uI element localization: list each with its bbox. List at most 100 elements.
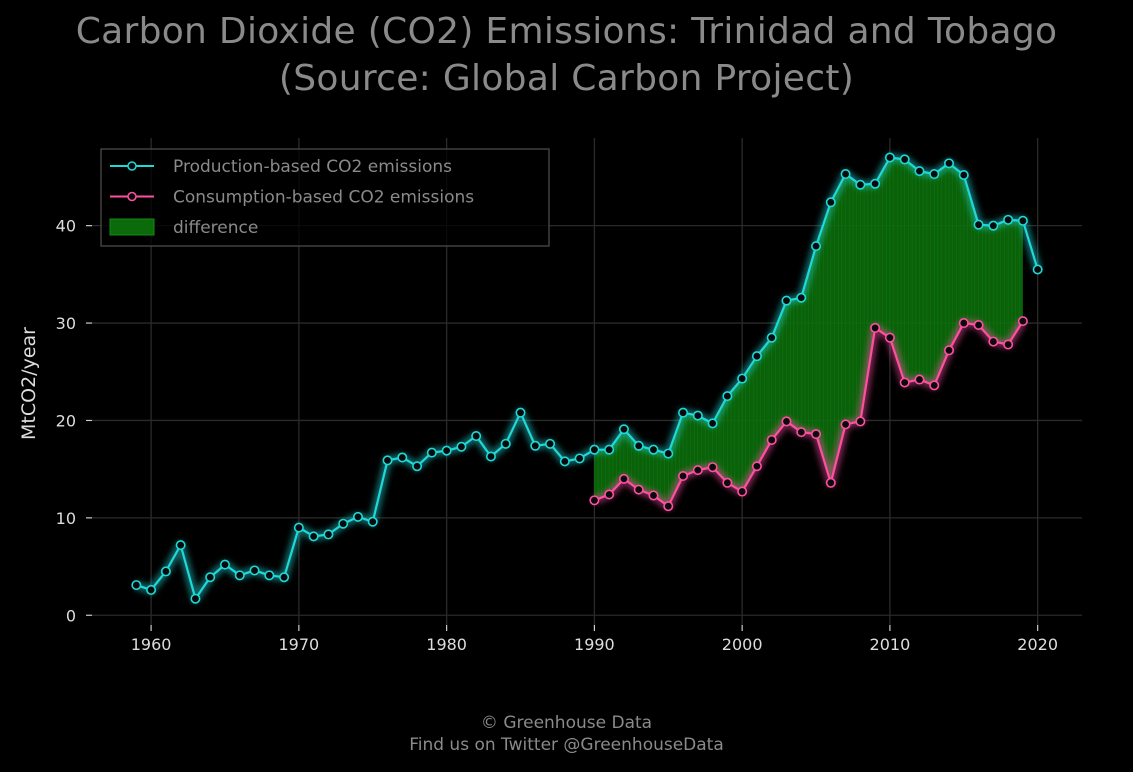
- production-point: [426, 447, 437, 458]
- consumption-point: [737, 486, 748, 497]
- y-tick-label: 30: [56, 314, 76, 333]
- consumption-point: [633, 484, 644, 495]
- production-point: [722, 391, 733, 402]
- consumption-point: [840, 419, 851, 430]
- legend-production-label: Production-based CO2 emissions: [173, 157, 452, 177]
- x-tick-label: 2020: [1017, 635, 1058, 654]
- consumption-point: [707, 462, 718, 473]
- y-tick-label: 10: [56, 509, 76, 528]
- consumption-point: [884, 332, 895, 343]
- production-point: [944, 158, 955, 169]
- legend-difference-swatch: [109, 218, 155, 236]
- production-point: [678, 407, 689, 418]
- production-point: [219, 559, 230, 570]
- production-point: [899, 154, 910, 165]
- production-point: [175, 540, 186, 551]
- consumption-point: [766, 434, 777, 445]
- production-point: [249, 565, 260, 576]
- production-point: [870, 178, 881, 189]
- consumption-point: [899, 377, 910, 388]
- consumption-point: [914, 374, 925, 385]
- legend-difference-label: difference: [173, 218, 258, 238]
- legend-production-marker: [127, 161, 137, 171]
- axes: 1960 1970 1980 1990 2000 2010 2020 0 10 20 30 40 MtC…: [18, 217, 1058, 654]
- production-point: [825, 197, 836, 208]
- production-point: [884, 152, 895, 163]
- legend-box: [100, 148, 550, 247]
- production-point: [367, 516, 378, 527]
- y-tick-label: 0: [66, 606, 76, 625]
- production-point: [382, 455, 393, 466]
- production-point: [131, 580, 142, 591]
- production-point: [604, 444, 615, 455]
- production-point: [648, 444, 659, 455]
- x-tick-label: 1980: [426, 635, 467, 654]
- consumption-point: [958, 318, 969, 329]
- consumption-point: [870, 322, 881, 333]
- consumption-point: [618, 473, 629, 484]
- production-point: [781, 295, 792, 306]
- x-tick-label: 2010: [870, 635, 911, 654]
- production-point: [589, 444, 600, 455]
- legend[interactable]: Production-based CO2 emissions Consumptio…: [100, 148, 550, 247]
- series-lines: [131, 152, 1043, 604]
- production-point: [707, 418, 718, 429]
- consumption-point: [663, 501, 674, 512]
- production-point: [338, 518, 349, 529]
- production-point: [929, 169, 940, 180]
- production-point: [663, 448, 674, 459]
- legend-consumption-label: Consumption-based CO2 emissions: [173, 188, 474, 208]
- y-axis-label: MtCO2/year: [18, 327, 40, 440]
- consumption-point: [781, 416, 792, 427]
- production-point: [1003, 214, 1014, 225]
- consumption-point: [722, 477, 733, 488]
- consumption-point: [648, 490, 659, 501]
- production-point: [737, 373, 748, 384]
- production-point: [279, 572, 290, 583]
- production-point: [766, 332, 777, 343]
- production-line: [135, 156, 1039, 600]
- production-point: [234, 570, 245, 581]
- x-tick-label: 2000: [722, 635, 763, 654]
- production-point: [308, 531, 319, 542]
- consumption-point: [825, 477, 836, 488]
- production-point: [618, 424, 629, 435]
- y-tick-label: 20: [56, 411, 76, 430]
- legend-consumption-marker: [127, 191, 137, 202]
- consumption-point: [988, 336, 999, 347]
- production-point: [146, 584, 157, 595]
- consumption-point: [678, 470, 689, 481]
- x-tick-label: 1990: [574, 635, 615, 654]
- production-point: [1017, 215, 1028, 226]
- consumption-point: [796, 427, 807, 438]
- x-tick-label: 1960: [131, 635, 172, 654]
- production-point: [397, 452, 408, 463]
- production-point: [958, 170, 969, 181]
- consumption-point: [811, 429, 822, 440]
- consumption-point: [692, 465, 703, 476]
- production-point: [1032, 264, 1043, 275]
- chart-title-line2: (Source: Global Carbon Project): [278, 58, 855, 99]
- consumption-point: [1003, 339, 1014, 350]
- production-point: [633, 440, 644, 451]
- production-point: [515, 407, 526, 418]
- consumption-point: [929, 380, 940, 391]
- consumption-point: [589, 495, 600, 506]
- production-point: [412, 461, 423, 472]
- production-point: [973, 219, 984, 230]
- production-point: [559, 456, 570, 467]
- production-point: [264, 570, 275, 581]
- production-point: [574, 453, 585, 464]
- production-point: [988, 220, 999, 231]
- production-point: [485, 451, 496, 462]
- production-point: [160, 566, 171, 577]
- footer-copyright: © Greenhouse Data: [480, 713, 653, 733]
- consumption-point: [944, 345, 955, 356]
- consumption-point: [855, 416, 866, 427]
- y-tick-label: 40: [56, 217, 76, 236]
- production-point: [293, 522, 304, 533]
- consumption-point: [604, 489, 615, 500]
- consumption-point: [751, 461, 762, 472]
- production-point: [796, 292, 807, 303]
- production-point: [751, 351, 762, 362]
